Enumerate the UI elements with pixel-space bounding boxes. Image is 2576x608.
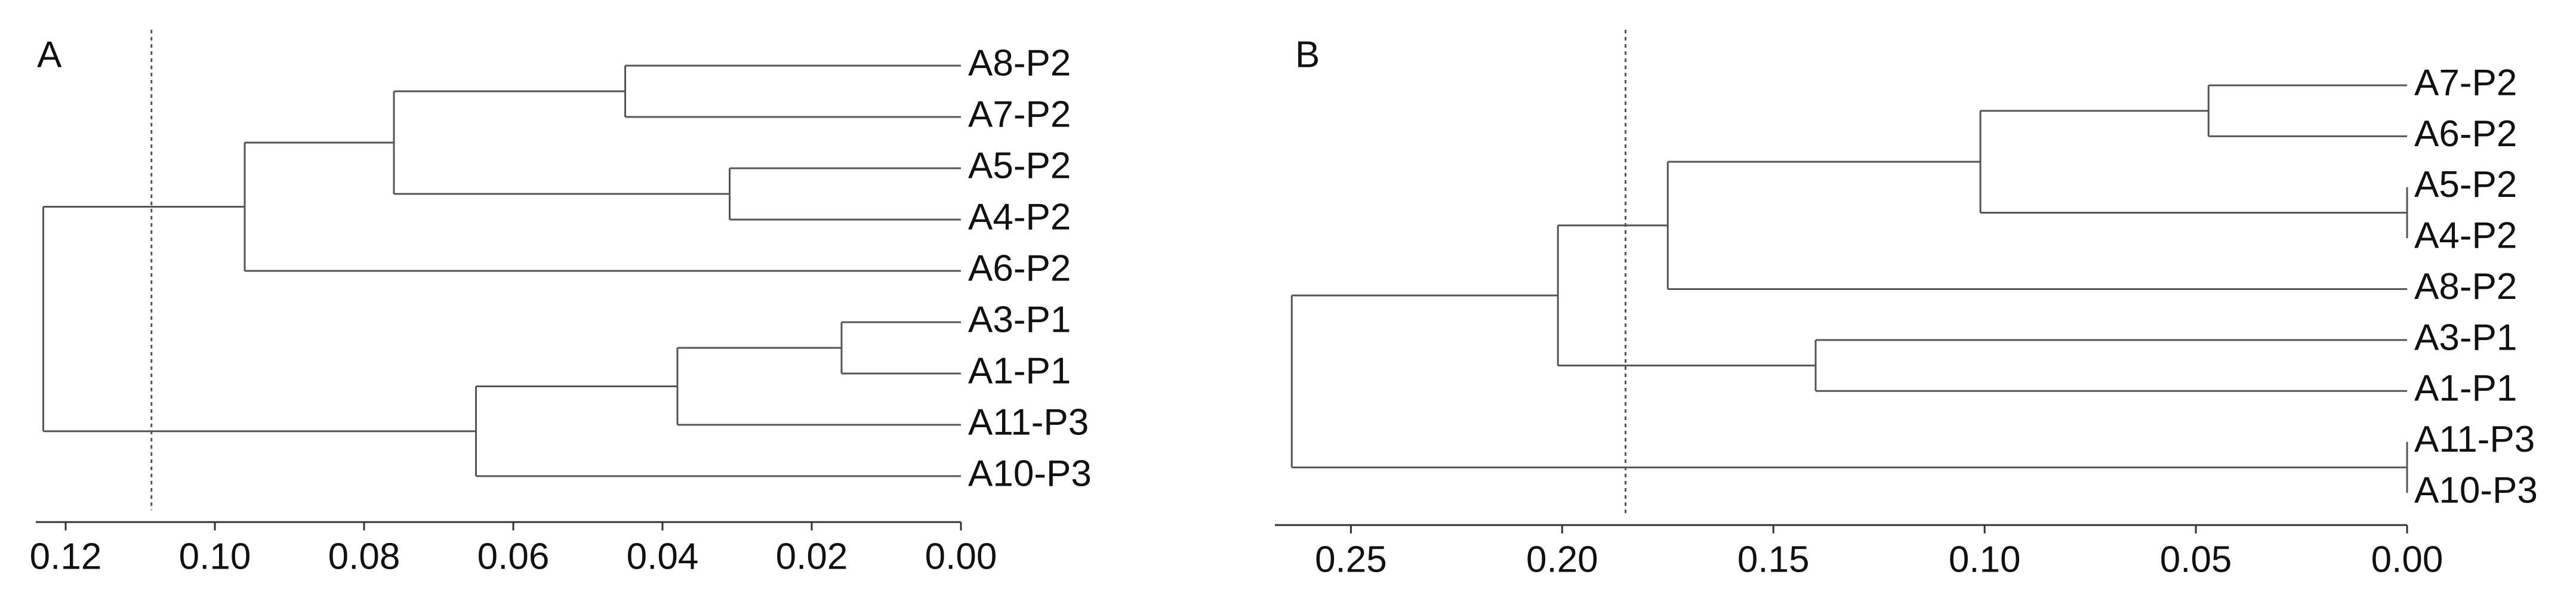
leaf-label: A8-P2 <box>968 42 1071 84</box>
x-tick-label: 0.25 <box>1315 539 1387 580</box>
leaf-label: A3-P1 <box>968 299 1071 340</box>
x-tick-label: 0.05 <box>2160 539 2232 580</box>
x-tick-label: 0.02 <box>776 536 848 577</box>
leaf-label: A11-P3 <box>968 402 1089 443</box>
panel-label: B <box>1295 34 1320 75</box>
x-tick-label: 0.00 <box>925 536 997 577</box>
x-tick-label: 0.04 <box>627 536 699 577</box>
x-tick-label: 0.15 <box>1737 539 1810 580</box>
leaf-label: A10-P3 <box>2414 470 2538 511</box>
x-tick-label: 0.10 <box>179 536 251 577</box>
x-tick-label: 0.06 <box>477 536 550 577</box>
leaf-label: A3-P1 <box>2414 317 2517 358</box>
leaf-label: A1-P1 <box>968 350 1071 391</box>
leaf-label: A1-P1 <box>2414 368 2517 409</box>
leaf-label: A6-P2 <box>2414 113 2517 155</box>
leaf-label: A8-P2 <box>2414 266 2517 307</box>
leaf-label: A4-P2 <box>968 196 1071 237</box>
leaf-label: A5-P2 <box>2414 164 2517 205</box>
x-tick-label: 0.00 <box>2371 539 2443 580</box>
leaf-label: A7-P2 <box>968 94 1071 135</box>
x-tick-label: 0.10 <box>1949 539 2021 580</box>
panel-label: A <box>37 34 62 75</box>
leaf-label: A5-P2 <box>968 145 1071 186</box>
x-tick-label: 0.12 <box>30 536 102 577</box>
leaf-label: A4-P2 <box>2414 215 2517 257</box>
leaf-label: A10-P3 <box>968 453 1092 494</box>
leaf-label: A7-P2 <box>2414 62 2517 103</box>
x-tick-label: 0.20 <box>1526 539 1598 580</box>
leaf-label: A6-P2 <box>968 248 1071 289</box>
x-tick-label: 0.08 <box>328 536 400 577</box>
leaf-label: A11-P3 <box>2414 419 2535 460</box>
